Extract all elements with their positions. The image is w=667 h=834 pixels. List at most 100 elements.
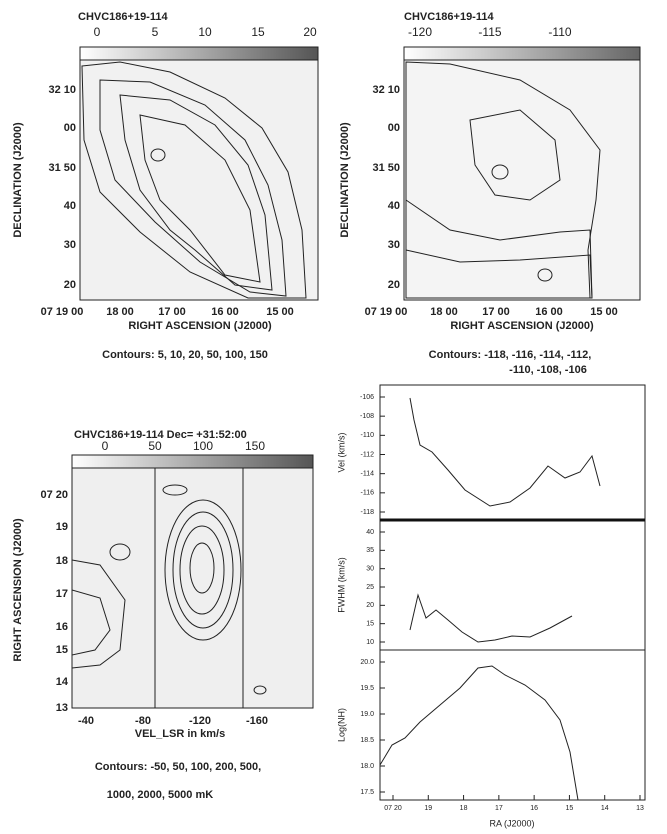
panel-title: CHVC186+19-114 [404,11,494,23]
y-tick-label: -116 [361,490,375,497]
contour-caption: Contours: -118, -116, -114, -112, [429,349,592,361]
y-tick-label: 18 [56,555,68,567]
panel-title: CHVC186+19-114 Dec= +31:52:00 [74,429,247,441]
fwhm-curve [409,593,573,643]
y-tick-label: 07 20 [40,489,68,501]
colorbar-tick-label: 50 [148,439,162,453]
y-tick-label: -114 [361,471,375,478]
x-tick-label: -120 [189,715,211,727]
x-tick-label: 17 00 [158,306,186,318]
colorbar [71,454,314,469]
x-tick-label: 07 19 00 [41,306,84,318]
x-tick-label: -160 [246,715,268,727]
x-tick-label: -80 [135,715,151,727]
colorbar-tick-label: 5 [152,25,159,39]
colorbar-tick-label: 150 [245,439,265,453]
y-tick-label: 31 50 [372,162,400,174]
y-tick-label: 25 [366,584,374,591]
x-tick-label: 16 [530,805,538,812]
colorbar-tick-label: 10 [198,25,212,39]
y-tick-label: 19.5 [360,685,374,692]
colorbar [403,46,641,61]
x-tick-label: 15 [566,805,574,812]
y-tick-label: 10 [366,639,374,646]
map-image [404,60,640,300]
y-tick-label: 14 [56,676,69,688]
x-tick-label: 15 00 [266,306,294,318]
y-tick-label: -106 [360,394,374,401]
x-tick-label: 18 00 [430,306,458,318]
y-tick-label: 16 [56,621,68,633]
y-axis-label: DECLINATION (J2000) [12,122,24,238]
x-tick-label: 18 00 [106,306,134,318]
colorbar-tick-label: -115 [478,25,501,39]
x-axis-label: RIGHT ASCENSION (J2000) [128,320,272,332]
y-tick-label: -118 [361,509,375,516]
y-tick-label: 35 [366,547,374,554]
x-tick-label: -40 [78,715,94,727]
y-axis-label: RIGHT ASCENSION (J2000) [12,518,24,662]
colorbar-tick-label: 0 [94,25,101,39]
map-image [72,468,313,708]
y-tick-label: 32 10 [372,84,400,96]
y-tick-label: 40 [366,529,374,536]
y-axis-label: DECLINATION (J2000) [339,122,351,238]
y-axis-label: Vel (km/s) [336,432,346,472]
panel-title: CHVC186+19-114 [78,11,168,23]
y-tick-label: 20 [388,279,400,291]
y-tick-label: 40 [388,200,400,212]
map-image [80,60,318,300]
x-tick-label: 15 00 [590,306,618,318]
y-tick-label: 13 [56,702,68,714]
y-tick-label: 00 [64,122,76,134]
x-axis-label: VEL_LSR in km/s [135,728,225,740]
colorbar-tick-label: 100 [193,439,213,453]
column-density-curve [379,665,579,801]
x-tick-label: 07 20 [384,805,402,812]
y-tick-label: 30 [64,239,76,251]
velocity-curve [409,397,601,507]
y-tick-label: -110 [361,432,375,439]
x-tick-label: 17 00 [482,306,510,318]
y-tick-label: 30 [388,239,400,251]
x-tick-label: 19 [424,805,432,812]
y-tick-label: 20.0 [360,659,374,666]
colorbar-tick-label: 15 [251,25,265,39]
y-tick-label: 19.0 [360,711,374,718]
colorbar-tick-label: 20 [303,25,317,39]
y-tick-label: 18.0 [360,763,374,770]
x-tick-label: 13 [636,805,644,812]
x-tick-label: 17 [495,805,503,812]
colorbar-tick-label: -110 [548,25,571,39]
contour-caption: Contours: 5, 10, 20, 50, 100, 150 [102,349,268,361]
x-tick-label: 14 [601,805,609,812]
contour-caption: Contours: -50, 50, 100, 200, 500, [95,761,261,773]
y-tick-label: -112 [361,451,375,458]
y-tick-label: 40 [64,200,76,212]
y-tick-label: 00 [388,122,400,134]
profile-frame [379,519,646,651]
x-tick-label: 16 00 [535,306,563,318]
y-tick-label: 30 [366,566,374,573]
colorbar-tick-label: 0 [102,439,109,453]
y-tick-label: 19 [56,521,68,533]
x-tick-label: 16 00 [211,306,239,318]
contour-caption: 1000, 2000, 5000 mK [107,789,213,801]
profile-frame [379,649,646,801]
contour-caption: -110, -108, -106 [509,364,587,376]
x-tick-label: 18 [460,805,468,812]
y-tick-label: 15 [56,644,68,656]
y-tick-label: 32 10 [48,84,76,96]
y-axis-label: FWHM (km/s) [336,557,346,612]
y-tick-label: 20 [64,279,76,291]
y-tick-label: 31 50 [48,162,76,174]
colorbar-tick-label: -120 [408,25,432,39]
y-tick-label: -108 [360,413,374,420]
y-tick-label: 15 [366,621,374,628]
y-tick-label: 17.5 [360,789,374,796]
y-tick-label: 18.5 [360,737,374,744]
y-axis-label: Log(NH) [336,708,346,742]
colorbar [79,46,319,61]
x-axis-label: RA (J2000) [489,818,534,828]
